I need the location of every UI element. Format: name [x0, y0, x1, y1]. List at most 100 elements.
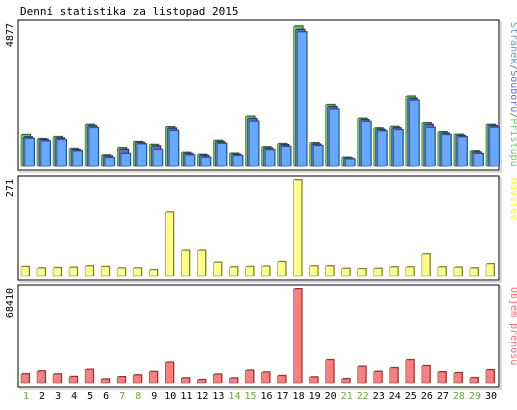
legend-entry-2: /: [508, 64, 517, 70]
bar-návštěv-day-28: [453, 267, 463, 277]
y-max-label: 4877: [5, 23, 16, 47]
bar-návštěv-day-23: [373, 268, 383, 277]
bar-stránek-day-25: [409, 100, 420, 167]
bar-objem-přenosu-day-8: [132, 374, 142, 384]
bar-objem-přenosu-day-5: [84, 369, 94, 384]
bar-objem-přenosu-day-17: [277, 375, 286, 384]
x-tick-label: 27: [437, 391, 449, 402]
bar-návštěv-day-10: [165, 211, 174, 277]
x-tick-label: 24: [389, 391, 401, 402]
bar-návštěv-day-5: [84, 265, 94, 277]
x-tick-label: 17: [277, 391, 289, 402]
legend-entry-5: Přístupů: [508, 118, 517, 166]
bar-návštěv-day-17: [277, 261, 286, 277]
x-tick-label: 25: [405, 391, 417, 402]
bar-návštěv-day-4: [68, 267, 78, 277]
bar-návštěv-day-2: [36, 267, 46, 277]
bar-stránek-day-7: [120, 153, 131, 167]
bar-stránek-day-17: [281, 146, 291, 167]
bar-stránek-day-15: [249, 121, 259, 167]
x-tick-label: 8: [135, 391, 141, 402]
bar-návštěv-day-3: [52, 267, 62, 277]
legend: Návštěv: [508, 178, 517, 220]
bar-návštěv-day-20: [325, 265, 334, 277]
x-tick-label: 2: [39, 391, 45, 402]
x-tick-label: 12: [196, 391, 208, 402]
bar-stránek-day-6: [104, 157, 115, 167]
bar-návštěv-day-8: [132, 267, 142, 277]
legend-entry-4: /: [508, 112, 517, 118]
bar-objem-přenosu-day-29: [469, 377, 479, 384]
bar-stránek-day-11: [185, 154, 195, 167]
bar-návštěv-day-19: [309, 265, 318, 277]
bar-stránek-day-19: [313, 145, 323, 167]
x-tick-label: 23: [373, 391, 385, 402]
bar-objem-přenosu-day-24: [389, 367, 399, 384]
chart-panels: 4877Stránek/Souborů/Přístupů271Návštěv68…: [5, 19, 517, 402]
x-tick-label: 28: [453, 391, 465, 402]
bar-návštěv-day-15: [245, 266, 254, 277]
bar-objem-přenosu-day-14: [229, 378, 238, 384]
bar-objem-přenosu-day-12: [197, 379, 206, 384]
x-tick-label: 16: [260, 391, 272, 402]
x-tick-label: 14: [228, 391, 240, 402]
bar-objem-přenosu-day-28: [453, 372, 463, 384]
bar-návštěv-day-21: [341, 268, 350, 277]
bar-objem-přenosu-day-26: [421, 365, 431, 384]
bar-objem-přenosu-day-11: [181, 377, 190, 384]
y-max-label: 68410: [5, 288, 16, 318]
bar-objem-přenosu-day-13: [213, 374, 222, 384]
bar-návštěv-day-1: [20, 266, 30, 277]
bar-návštěv-day-22: [357, 268, 367, 277]
panel-frame: [17, 284, 500, 388]
bar-objem-přenosu-day-20: [325, 359, 334, 384]
bar-stránek-day-23: [377, 130, 388, 167]
bar-stránek-day-12: [201, 157, 211, 167]
x-tick-label: 9: [151, 391, 157, 402]
x-tick-label: 5: [87, 391, 93, 402]
x-tick-label: 22: [357, 391, 369, 402]
bar-objem-přenosu-day-3: [52, 373, 62, 384]
bar-návštěv-day-27: [437, 266, 447, 277]
bar-stránek-day-13: [217, 143, 227, 167]
bar-objem-přenosu-day-1: [20, 373, 30, 384]
bar-objem-přenosu-day-15: [245, 370, 254, 384]
bar-návštěv-day-26: [421, 253, 431, 277]
x-tick-label: 13: [212, 391, 224, 402]
legend-entry-3: Souborů: [508, 70, 517, 112]
x-tick-label: 29: [469, 391, 481, 402]
bar-objem-přenosu-day-2: [36, 370, 46, 384]
bar-návštěv-day-24: [389, 266, 399, 277]
bar-stránek-day-1: [24, 138, 35, 167]
x-tick-label: 15: [244, 391, 256, 402]
bar-objem-přenosu-day-23: [373, 371, 383, 384]
bar-stránek-day-21: [345, 159, 355, 167]
x-tick-label: 30: [485, 391, 497, 402]
bar-návštěv-day-13: [213, 262, 222, 277]
bar-stránek-day-16: [265, 149, 275, 167]
x-tick-labels: 1 2 3 4 5 6 7 8 9 10 11 12 13 14 15 16 17 18 19 20 21 22 23 24 2…: [23, 391, 497, 402]
legend-entry-1: Stránek: [508, 22, 517, 64]
bar-návštěv-day-18: [293, 179, 302, 277]
bar-objem-přenosu-day-4: [68, 376, 78, 384]
bar-stránek-day-26: [425, 127, 436, 167]
bar-objem-přenosu-day-21: [341, 378, 350, 384]
x-tick-label: 10: [164, 391, 176, 402]
bar-návštěv-day-7: [116, 267, 126, 277]
bar-stránek-day-29: [473, 153, 484, 167]
bar-návštěv-day-29: [469, 267, 479, 277]
bar-stránek-day-14: [233, 155, 243, 167]
bar-stránek-day-22: [361, 121, 372, 167]
bar-stránek-day-28: [457, 136, 468, 167]
panel-2: 271 Návštěv: [5, 175, 517, 283]
bar-stránek-day-8: [136, 143, 147, 167]
bar-návštěv-day-11: [181, 250, 190, 277]
bar-stránek-day-3: [56, 139, 67, 167]
legend: Stránek/Souborů/Přístupů: [508, 22, 517, 167]
bar-objem-přenosu-day-10: [165, 362, 174, 384]
y-max-label: 271: [5, 179, 16, 197]
bar-návštěv-day-12: [197, 250, 206, 277]
bar-stránek-day-10: [169, 130, 179, 167]
x-tick-label: 11: [180, 391, 192, 402]
